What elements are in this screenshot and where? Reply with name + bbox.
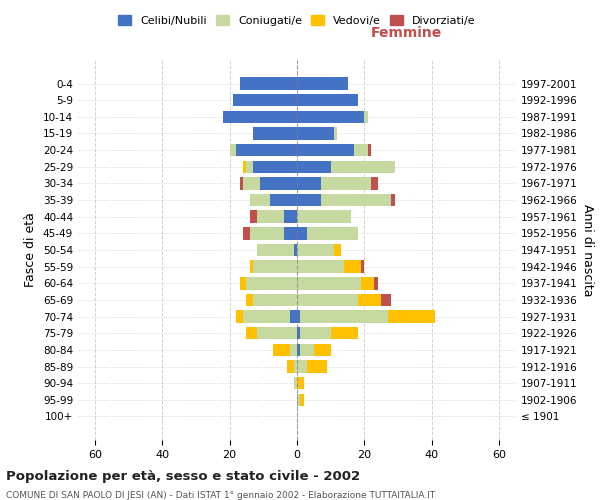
- Bar: [250, 210, 257, 223]
- Bar: [233, 94, 297, 106]
- Bar: [297, 227, 307, 239]
- Bar: [297, 344, 301, 356]
- Bar: [293, 360, 297, 373]
- Bar: [307, 227, 358, 239]
- Bar: [331, 327, 358, 340]
- Bar: [297, 294, 358, 306]
- Bar: [334, 127, 337, 140]
- Bar: [250, 194, 270, 206]
- Y-axis label: Fasce di età: Fasce di età: [25, 212, 37, 288]
- Bar: [361, 260, 364, 273]
- Bar: [297, 110, 364, 123]
- Bar: [243, 177, 260, 190]
- Bar: [301, 310, 388, 323]
- Bar: [358, 294, 381, 306]
- Bar: [223, 110, 297, 123]
- Bar: [344, 260, 361, 273]
- Bar: [368, 144, 371, 156]
- Bar: [297, 277, 361, 289]
- Text: Popolazione per età, sesso e stato civile - 2002: Popolazione per età, sesso e stato civil…: [6, 470, 360, 483]
- Bar: [240, 177, 243, 190]
- Bar: [297, 260, 344, 273]
- Bar: [253, 127, 297, 140]
- Bar: [297, 94, 358, 106]
- Bar: [381, 294, 391, 306]
- Bar: [297, 127, 334, 140]
- Bar: [301, 327, 331, 340]
- Bar: [290, 310, 297, 323]
- Bar: [274, 344, 290, 356]
- Bar: [331, 160, 395, 173]
- Bar: [284, 210, 297, 223]
- Bar: [253, 160, 297, 173]
- Bar: [307, 360, 328, 373]
- Bar: [391, 194, 395, 206]
- Bar: [297, 394, 301, 406]
- Bar: [260, 177, 297, 190]
- Bar: [374, 277, 378, 289]
- Bar: [253, 294, 297, 306]
- Bar: [247, 327, 257, 340]
- Bar: [297, 177, 320, 190]
- Bar: [250, 260, 253, 273]
- Bar: [243, 310, 290, 323]
- Bar: [297, 377, 304, 390]
- Bar: [334, 244, 341, 256]
- Bar: [297, 244, 334, 256]
- Bar: [257, 210, 284, 223]
- Bar: [297, 194, 320, 206]
- Bar: [287, 360, 293, 373]
- Bar: [371, 177, 378, 190]
- Bar: [257, 244, 293, 256]
- Bar: [250, 227, 284, 239]
- Bar: [240, 78, 297, 90]
- Legend: Celibi/Nubili, Coniugati/e, Vedovi/e, Divorziati/e: Celibi/Nubili, Coniugati/e, Vedovi/e, Di…: [114, 10, 480, 30]
- Bar: [240, 277, 247, 289]
- Bar: [297, 144, 354, 156]
- Bar: [230, 144, 236, 156]
- Bar: [297, 360, 307, 373]
- Bar: [297, 160, 331, 173]
- Bar: [301, 344, 314, 356]
- Bar: [361, 277, 374, 289]
- Bar: [297, 310, 301, 323]
- Y-axis label: Anni di nascita: Anni di nascita: [581, 204, 594, 296]
- Bar: [290, 344, 297, 356]
- Bar: [293, 244, 297, 256]
- Bar: [243, 227, 250, 239]
- Bar: [247, 277, 297, 289]
- Bar: [297, 78, 347, 90]
- Bar: [270, 194, 297, 206]
- Bar: [297, 210, 351, 223]
- Bar: [284, 227, 297, 239]
- Bar: [320, 194, 391, 206]
- Bar: [253, 260, 297, 273]
- Bar: [297, 327, 301, 340]
- Bar: [293, 377, 297, 390]
- Bar: [247, 160, 253, 173]
- Text: Femmine: Femmine: [371, 26, 442, 40]
- Bar: [236, 144, 297, 156]
- Bar: [314, 344, 331, 356]
- Bar: [243, 160, 247, 173]
- Bar: [236, 310, 243, 323]
- Bar: [320, 177, 371, 190]
- Bar: [354, 144, 368, 156]
- Bar: [257, 327, 297, 340]
- Bar: [301, 394, 304, 406]
- Bar: [247, 294, 253, 306]
- Text: COMUNE DI SAN PAOLO DI JESI (AN) - Dati ISTAT 1° gennaio 2002 - Elaborazione TUT: COMUNE DI SAN PAOLO DI JESI (AN) - Dati …: [6, 490, 435, 500]
- Bar: [388, 310, 435, 323]
- Bar: [364, 110, 368, 123]
